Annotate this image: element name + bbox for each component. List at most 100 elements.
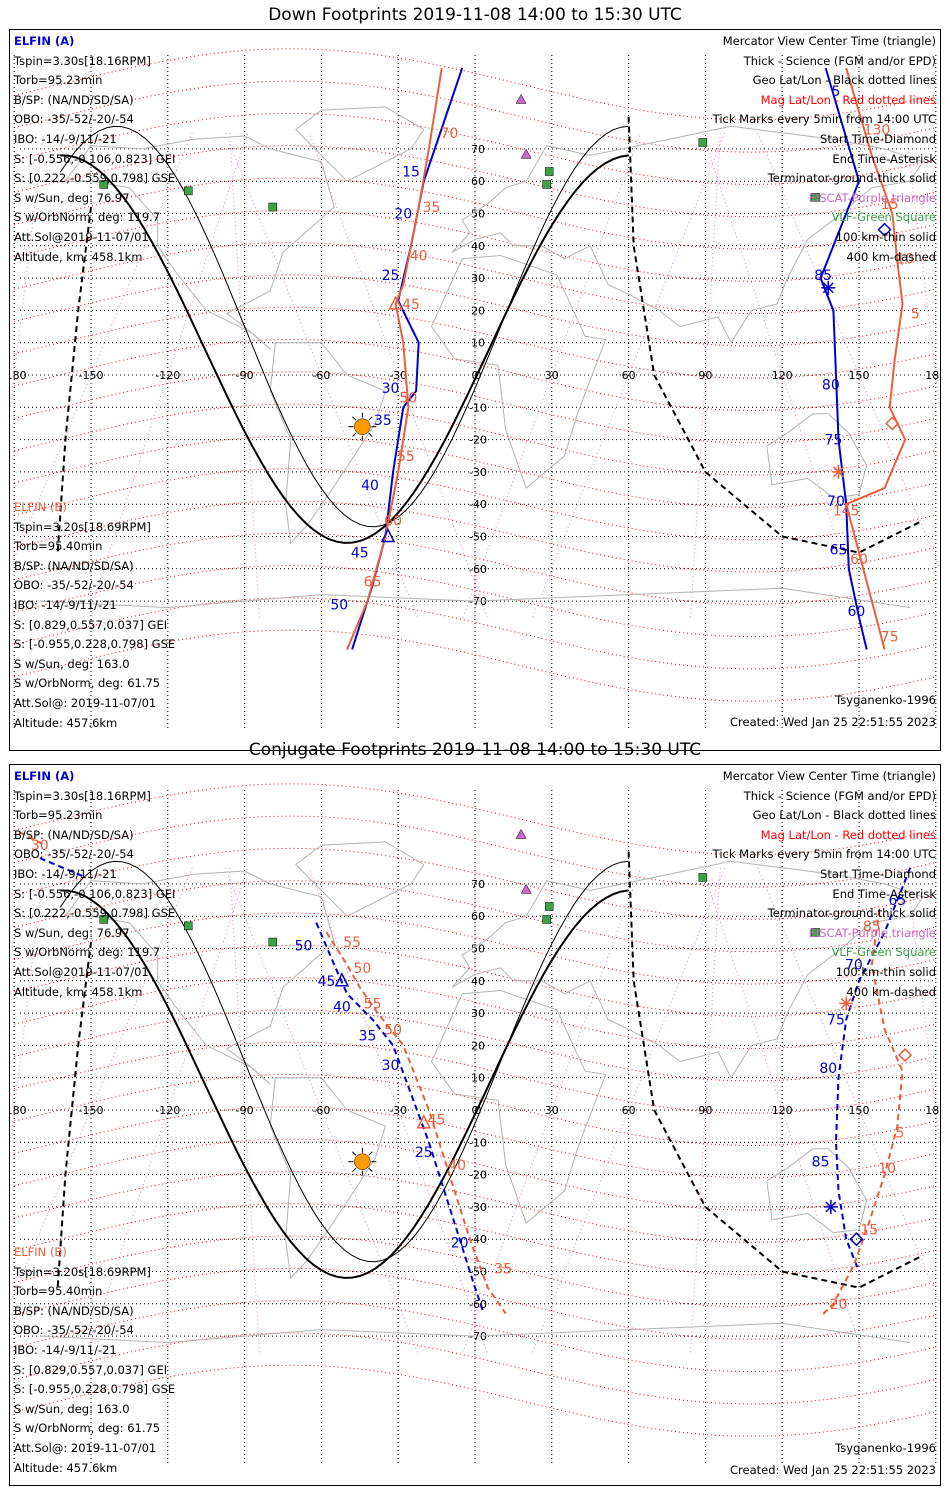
legend-line: 100 km-thin solid: [835, 964, 936, 979]
panel-title-down: Down Footprints 2019-11-08 14:00 to 15:3…: [268, 5, 682, 25]
b-labels-tick-label: 10: [896, 252, 914, 268]
mag-longitude-line: [229, 132, 260, 618]
legend-line: 400 km-dashed: [846, 984, 936, 999]
a-labels-tick-label: 80: [822, 378, 840, 394]
lat-tick-label: -30: [469, 1201, 487, 1214]
a-labels-tick-label: 75: [827, 1013, 845, 1029]
b-labels-tick-label: 30: [31, 838, 49, 854]
terminator-ground-line: [60, 889, 629, 1279]
info-line: B/SP: (NA/ND/SD/SA): [14, 92, 134, 107]
sun-ray: [352, 416, 357, 421]
info-line: B/SP: (NA/ND/SD/SA): [14, 558, 134, 573]
lon-tick-label: 120: [772, 1104, 793, 1117]
a-labels-tick-label: 30: [382, 1058, 400, 1074]
b-labels-tick-label: 85: [863, 919, 881, 935]
info-line: IBO: -14/-9/11/-21: [14, 597, 117, 612]
sun-ray: [352, 1167, 357, 1172]
lon-tick-label: -150: [79, 369, 104, 382]
coastline: [39, 1322, 911, 1344]
a-labels-tick-label: 85: [812, 1155, 830, 1171]
info-line: S: [-0.556,-0.106,0.823] GEI: [14, 151, 176, 166]
lon-tick-label: 120: [772, 369, 793, 382]
a-labels-tick-label: 40: [333, 1000, 351, 1016]
lon-tick-label: -180: [10, 369, 27, 382]
lat-tick-label: -30: [469, 466, 487, 479]
info-line: S w/OrbNorm, deg: 119.7: [14, 210, 161, 225]
center-time-triangle-icon: [416, 1114, 432, 1129]
eiscat-triangle-icon: [515, 93, 527, 104]
a-labels-tick-label: 75: [824, 433, 842, 449]
elfin-a-label: ELFIN (A): [14, 34, 75, 48]
info-line: OBO: -35/-52/-20/-54: [14, 112, 134, 127]
coastline: [766, 413, 868, 499]
lon-tick-label: 0: [472, 369, 479, 382]
coastline: [64, 870, 335, 1085]
info-line: Torb=95.23min: [14, 73, 103, 88]
lon-tick-label: -120: [155, 1104, 180, 1117]
info-line: Tspin=3.30s[18.16RPM]: [14, 53, 151, 68]
b-labels-tick-label: 50: [353, 961, 371, 977]
info-line: S w/Sun, deg: 163.0: [14, 1401, 130, 1416]
a-labels-tick-label: 25: [382, 268, 400, 284]
coastline: [431, 254, 607, 489]
info-line: S: [0.222,-0.559,0.798] GSE: [14, 906, 176, 921]
b-labels-tick-label: 20: [830, 1297, 848, 1313]
info-line: Torb=95.40min: [14, 1284, 103, 1299]
map-panel-down: -180 -150 -120 -90 -60 -30 0 30 60 90 120 150 180 70 6…: [9, 29, 941, 751]
info-line: Altitude, km: 458.1km: [14, 984, 143, 999]
a-labels-tick-label: 5: [831, 84, 840, 100]
terminator-400km-line: [56, 206, 92, 553]
elfin-b-info: ELFIN (B) Tspin=3.20s[18.69RPM] Torb=95.…: [14, 1243, 175, 1478]
elfin-a-track: [834, 867, 912, 1272]
lat-tick-label: -20: [469, 1169, 487, 1182]
vlf-square-icon: [544, 902, 554, 911]
info-line: Altitude: 457.6km: [14, 715, 118, 730]
a-labels-tick-label: 50: [330, 597, 348, 613]
lon-tick-label: -60: [312, 1104, 330, 1117]
b-labels-tick-label: 15: [860, 1223, 878, 1239]
a-labels-tick-label: 15: [402, 165, 420, 181]
center-time-triangle-icon: [380, 527, 396, 543]
info-line: Altitude, km: 458.1km: [14, 249, 143, 264]
eiscat-triangle-icon: [520, 883, 532, 894]
b-labels-tick-label: 75: [881, 630, 899, 646]
sun-icon: [354, 1153, 371, 1170]
lat-tick-label: -40: [469, 498, 487, 511]
end-asterisk-icon: [833, 466, 845, 478]
lat-tick-label: 0: [475, 1104, 482, 1117]
lat-tick-label: 20: [471, 304, 485, 317]
map-legend: Mercator View Center Time (triangle) Thi…: [713, 32, 936, 267]
legend-line: Thick - Science (FGM and/or EPD): [743, 53, 936, 68]
elfin-b-label: ELFIN (B): [14, 1245, 67, 1259]
info-line: Tspin=3.30s[18.16RPM]: [14, 788, 151, 803]
end-asterisk-icon: [840, 997, 852, 1009]
coastline: [451, 125, 924, 344]
info-line: S w/Sun, deg: 163.0: [14, 656, 130, 671]
lat-tick-label: 70: [471, 878, 485, 891]
lat-tick-label: 50: [471, 943, 485, 956]
lat-tick-label: -10: [469, 401, 487, 414]
a-labels-tick-label: 25: [415, 1145, 433, 1161]
info-line: S: [0.829,0.557,0.037] GEI: [14, 1362, 168, 1377]
panel-title-conjugate: Conjugate Footprints 2019-11-08 14:00 to…: [248, 740, 702, 760]
info-line: S: [-0.556,-0.106,0.823] GEI: [14, 886, 176, 901]
elfin-b-track: [18, 831, 46, 846]
lat-tick-label: -40: [469, 1233, 487, 1246]
info-line: Torb=95.40min: [14, 539, 103, 554]
lon-tick-label: 30: [545, 369, 559, 382]
lat-tick-label: -50: [469, 531, 487, 544]
legend-line: Mag Lat/Lon - Red dotted lines: [760, 827, 936, 842]
map-legend: Mercator View Center Time (triangle) Thi…: [713, 767, 936, 1002]
lat-tick-label: -60: [469, 563, 487, 576]
created-label: Created: Wed Jan 25 22:51:55 2023: [729, 715, 936, 729]
lon-tick-label: 180: [925, 369, 941, 382]
info-line: S: [0.222,-0.559,0.798] GSE: [14, 171, 176, 186]
center-time-triangle-icon: [388, 295, 403, 310]
lon-tick-label: -150: [79, 1104, 104, 1117]
legend-line: Thick - Science (FGM and/or EPD): [743, 788, 936, 803]
a-labels-tick-label: 85: [814, 268, 832, 284]
lat-tick-label: 40: [471, 975, 485, 988]
vlf-square-icon: [268, 937, 278, 947]
coastline: [431, 989, 607, 1224]
lat-tick-label: 20: [471, 1039, 485, 1052]
